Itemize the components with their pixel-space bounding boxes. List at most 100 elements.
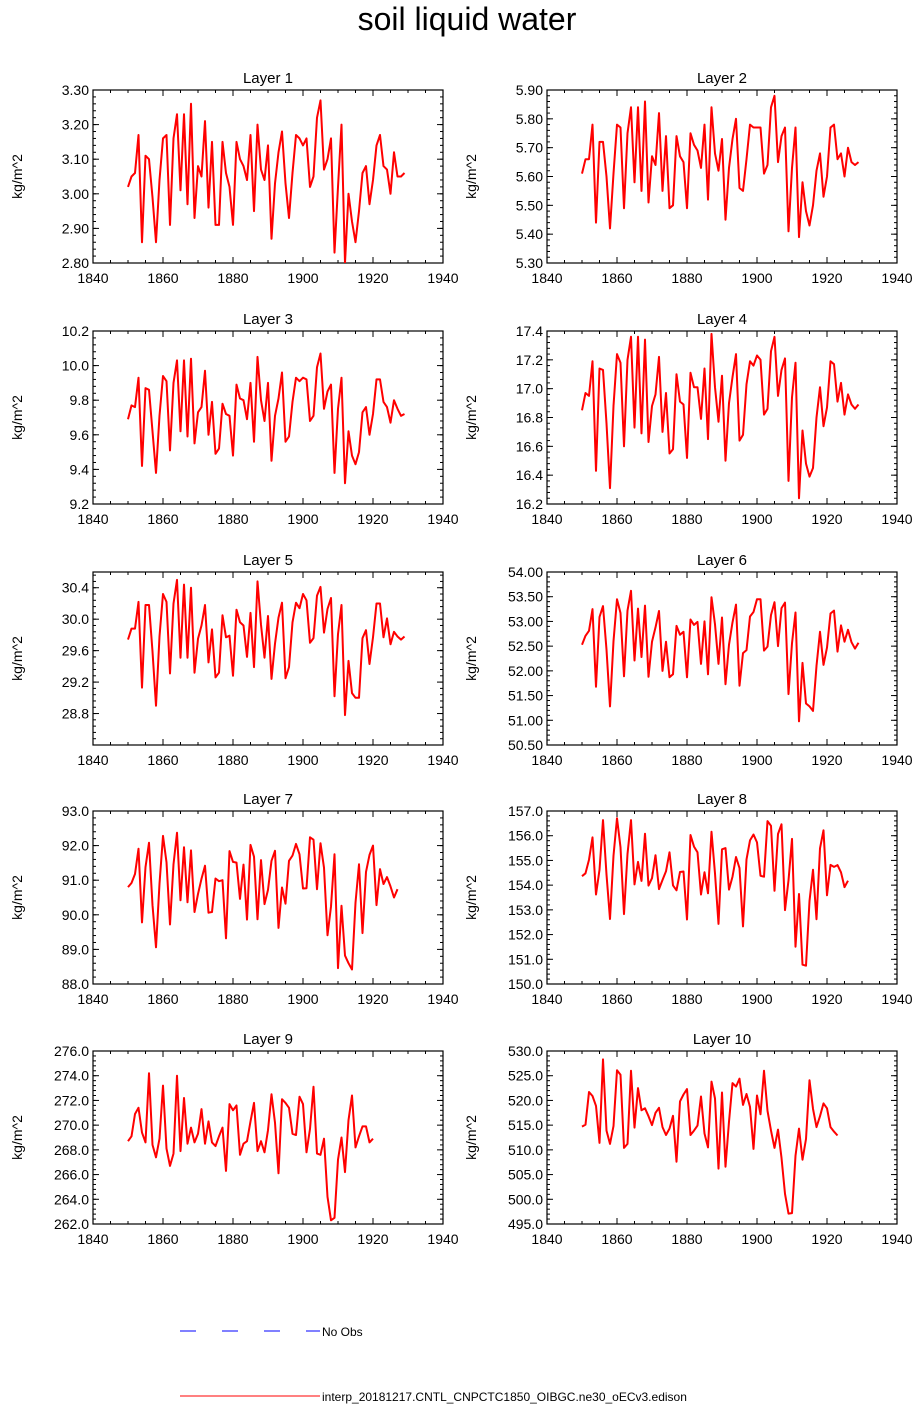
series-line xyxy=(127,352,405,485)
y-tick-label: 30.0 xyxy=(62,611,89,627)
panel-title: Layer 5 xyxy=(243,552,293,569)
y-tick-label: 270.0 xyxy=(54,1117,89,1133)
x-tick-label: 1920 xyxy=(811,752,842,768)
y-tick-label: 274.0 xyxy=(54,1068,89,1084)
x-tick-label: 1880 xyxy=(671,752,702,768)
y-tick-label: 93.0 xyxy=(62,803,89,819)
y-tick-label: 495.0 xyxy=(508,1216,543,1232)
x-tick-label: 1920 xyxy=(357,270,388,286)
y-tick-label: 152.0 xyxy=(508,927,543,943)
y-tick-label: 264.0 xyxy=(54,1191,89,1207)
y-axis-label: kg/m^2 xyxy=(9,154,25,199)
x-tick-label: 1940 xyxy=(427,752,458,768)
x-tick-label: 1880 xyxy=(671,991,702,1007)
panel-4: Layer 4 1840 1860 1880 1900 1920 1940 16.2 16.4 1… xyxy=(463,311,913,527)
y-tick-label: 52.00 xyxy=(508,663,543,679)
x-tick-label: 1900 xyxy=(741,752,772,768)
series-line xyxy=(581,94,860,239)
y-tick-label: 29.6 xyxy=(62,643,89,659)
panel-title: Layer 7 xyxy=(243,791,293,808)
y-tick-label: 5.80 xyxy=(516,111,543,127)
y-tick-label: 17.4 xyxy=(516,323,543,339)
y-tick-label: 16.2 xyxy=(516,496,543,512)
y-tick-label: 266.0 xyxy=(54,1167,89,1183)
y-tick-label: 52.50 xyxy=(508,638,543,654)
x-tick-label: 1860 xyxy=(147,511,178,527)
y-tick-label: 51.00 xyxy=(508,712,543,728)
x-tick-label: 1920 xyxy=(811,511,842,527)
y-tick-label: 9.6 xyxy=(70,427,90,443)
x-tick-label: 1920 xyxy=(811,1231,842,1247)
y-axis-label: kg/m^2 xyxy=(463,395,479,440)
x-tick-label: 1900 xyxy=(741,1231,772,1247)
y-tick-label: 10.2 xyxy=(62,323,89,339)
panel-title: Layer 3 xyxy=(243,311,293,328)
x-tick-label: 1920 xyxy=(357,991,388,1007)
series-line xyxy=(581,817,849,967)
y-axis-label: kg/m^2 xyxy=(9,875,25,920)
x-tick-label: 1860 xyxy=(147,270,178,286)
series-line xyxy=(581,589,860,723)
plot-frame xyxy=(92,571,444,746)
x-tick-label: 1840 xyxy=(77,752,108,768)
panel-title: Layer 9 xyxy=(243,1031,293,1048)
x-tick-label: 1940 xyxy=(427,1231,458,1247)
y-tick-label: 5.50 xyxy=(516,197,543,213)
series-line xyxy=(581,332,860,500)
x-tick-label: 1880 xyxy=(217,511,248,527)
panel-1: Layer 1 1840 1860 1880 1900 1920 1940 2.80 2.90 3… xyxy=(9,70,459,286)
y-tick-label: 262.0 xyxy=(54,1216,89,1232)
x-tick-label: 1940 xyxy=(427,991,458,1007)
x-tick-label: 1920 xyxy=(811,991,842,1007)
x-tick-label: 1900 xyxy=(287,1231,318,1247)
y-tick-label: 155.0 xyxy=(508,852,543,868)
y-tick-label: 90.0 xyxy=(62,907,89,923)
x-tick-label: 1860 xyxy=(147,991,178,1007)
x-tick-label: 1860 xyxy=(601,1231,632,1247)
x-tick-label: 1920 xyxy=(811,270,842,286)
y-tick-label: 154.0 xyxy=(508,877,543,893)
series-line xyxy=(127,831,399,971)
x-tick-label: 1840 xyxy=(531,1231,562,1247)
x-tick-label: 1900 xyxy=(287,991,318,1007)
panel-9: Layer 9 1840 1860 1880 1900 1920 1940 262.0 264.… xyxy=(9,1031,459,1247)
plot-frame xyxy=(92,810,444,985)
y-tick-label: 268.0 xyxy=(54,1142,89,1158)
x-tick-label: 1940 xyxy=(881,270,912,286)
x-tick-label: 1860 xyxy=(601,270,632,286)
panel-6: Layer 6 1840 1860 1880 1900 1920 1940 50.50 51.0… xyxy=(463,552,913,768)
y-tick-label: 9.8 xyxy=(70,392,90,408)
y-tick-label: 156.0 xyxy=(508,828,543,844)
y-tick-label: 51.50 xyxy=(508,688,543,704)
x-tick-label: 1840 xyxy=(77,991,108,1007)
x-tick-label: 1920 xyxy=(357,511,388,527)
x-tick-label: 1880 xyxy=(217,270,248,286)
x-tick-label: 1940 xyxy=(427,270,458,286)
x-tick-label: 1860 xyxy=(601,752,632,768)
x-tick-label: 1880 xyxy=(671,511,702,527)
y-tick-label: 3.10 xyxy=(62,151,89,167)
y-tick-label: 272.0 xyxy=(54,1092,89,1108)
y-tick-label: 16.8 xyxy=(516,410,543,426)
x-tick-label: 1940 xyxy=(881,991,912,1007)
x-tick-label: 1840 xyxy=(77,1231,108,1247)
y-tick-label: 91.0 xyxy=(62,872,89,888)
y-tick-label: 520.0 xyxy=(508,1092,543,1108)
x-tick-label: 1840 xyxy=(77,270,108,286)
y-tick-label: 89.0 xyxy=(62,941,89,957)
x-tick-label: 1840 xyxy=(531,511,562,527)
panel-title: Layer 2 xyxy=(697,70,747,87)
series-line xyxy=(581,1058,839,1215)
y-tick-label: 276.0 xyxy=(54,1043,89,1059)
panel-3: Layer 3 1840 1860 1880 1900 1920 1940 9.2 9.4 9.6… xyxy=(9,311,459,527)
x-tick-label: 1900 xyxy=(741,511,772,527)
x-tick-label: 1880 xyxy=(217,991,248,1007)
panel-2: Layer 2 1840 1860 1880 1900 1920 1940 5.30 5.40 5… xyxy=(463,70,913,286)
y-tick-label: 5.40 xyxy=(516,226,543,242)
x-tick-label: 1880 xyxy=(671,1231,702,1247)
panel-8: Layer 8 1840 1860 1880 1900 1920 1940 150.0 151.… xyxy=(463,791,913,1007)
panels: Layer 1 1840 1860 1880 1900 1920 1940 2.80 2.90 3… xyxy=(9,70,913,1247)
x-tick-label: 1860 xyxy=(601,991,632,1007)
panel-title: Layer 8 xyxy=(697,791,747,808)
